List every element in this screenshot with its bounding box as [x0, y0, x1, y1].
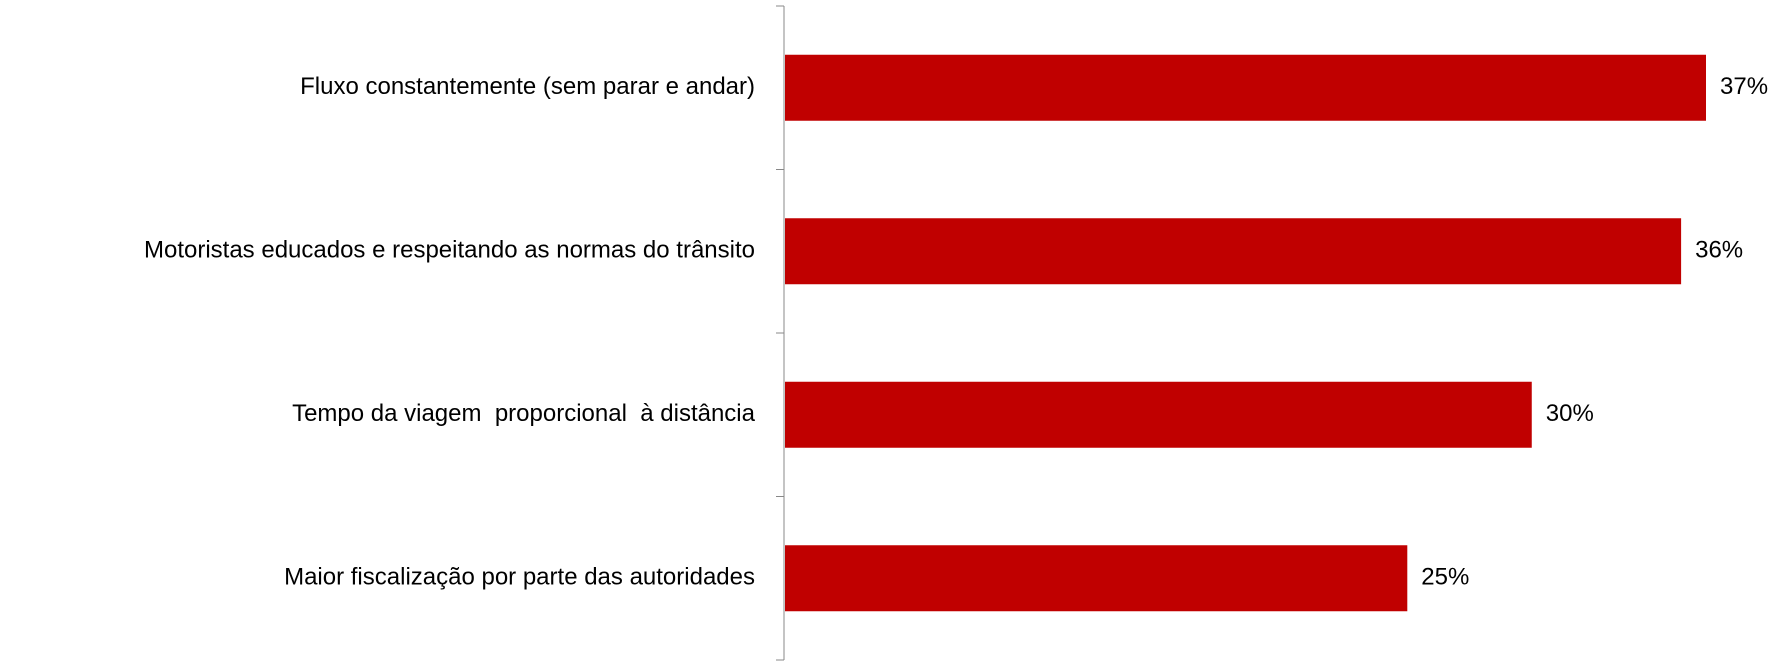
y-tick-label: Maior fiscalização por parte das autorid… [284, 564, 755, 591]
bar [785, 381, 1532, 448]
bar [785, 54, 1706, 121]
y-tick-label: Motoristas educados e respeitando as nor… [144, 237, 755, 264]
data-label: 36% [1695, 237, 1743, 264]
data-label: 30% [1546, 400, 1594, 427]
y-tick-label: Fluxo constantemente (sem parar e andar) [300, 73, 755, 100]
bar [785, 218, 1682, 285]
y-tick-label: Tempo da viagem proporcional à distância [292, 400, 756, 427]
bar [785, 545, 1408, 612]
data-label: 37% [1720, 73, 1768, 100]
data-label: 25% [1421, 564, 1469, 591]
